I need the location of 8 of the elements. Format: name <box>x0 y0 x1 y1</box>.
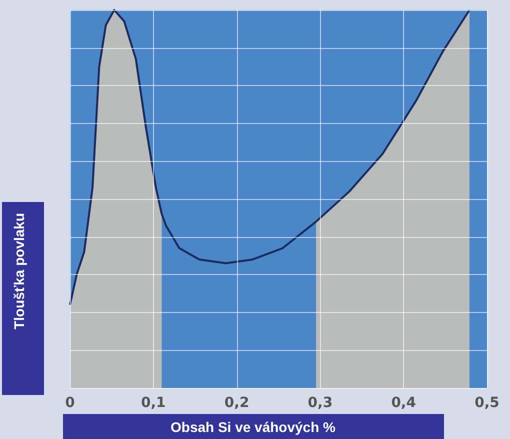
x-axis-title: Obsah Si ve váhových % <box>170 419 336 435</box>
y-axis-title: Tloušťka povlaku <box>11 212 27 330</box>
x-tick-label: 0 <box>65 395 76 411</box>
x-tick-label: 0,4 <box>391 395 416 411</box>
x-tick-label: 0,2 <box>224 395 250 411</box>
x-tick-label: 0,5 <box>474 395 500 411</box>
x-tick-label: 0,3 <box>308 395 333 411</box>
x-tick-label: 0,1 <box>140 395 166 411</box>
